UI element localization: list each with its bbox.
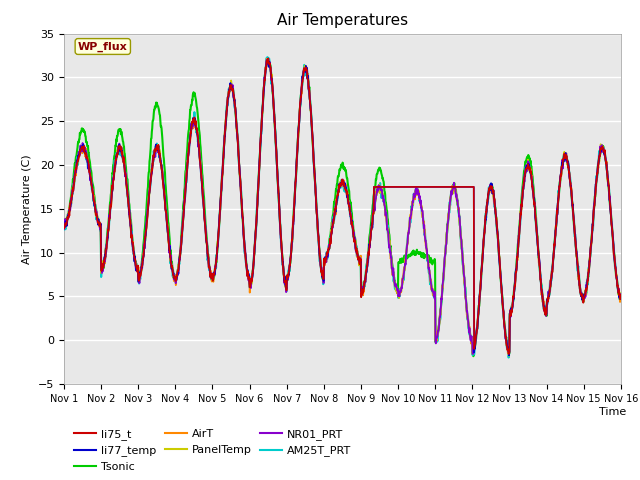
- Tsonic: [470, 353, 477, 359]
- PanelTemp: [552, 232, 559, 238]
- AirT: [429, 292, 437, 298]
- NR01_PRT: [429, 289, 437, 295]
- li75_t: [502, 334, 509, 340]
- li77_temp: [552, 228, 559, 233]
- PanelTemp: [264, 56, 272, 62]
- AirT: [246, 284, 254, 290]
- Tsonic: [617, 295, 625, 300]
- Line: NR01_PRT: NR01_PRT: [64, 59, 621, 354]
- li75_t: [264, 55, 272, 61]
- AirT: [184, 159, 191, 165]
- Tsonic: [170, 277, 178, 283]
- li75_t: [552, 232, 559, 238]
- AM25T_PRT: [60, 227, 68, 232]
- AM25T_PRT: [617, 294, 625, 300]
- AirT: [170, 274, 178, 279]
- li77_temp: [264, 57, 271, 62]
- PanelTemp: [617, 291, 625, 297]
- Tsonic: [502, 334, 510, 340]
- li75_t: [505, 351, 513, 357]
- Tsonic: [184, 136, 191, 142]
- NR01_PRT: [469, 351, 477, 357]
- PanelTemp: [505, 353, 513, 359]
- Line: PanelTemp: PanelTemp: [64, 59, 621, 356]
- li77_temp: [60, 223, 68, 228]
- PanelTemp: [170, 274, 178, 280]
- NR01_PRT: [246, 284, 254, 290]
- Tsonic: [429, 259, 437, 265]
- NR01_PRT: [184, 155, 191, 161]
- li75_t: [60, 224, 68, 229]
- Y-axis label: Air Temperature (C): Air Temperature (C): [22, 154, 33, 264]
- Line: Tsonic: Tsonic: [64, 60, 621, 356]
- li75_t: [617, 293, 625, 299]
- li75_t: [246, 284, 254, 290]
- NR01_PRT: [60, 226, 68, 232]
- li77_temp: [429, 184, 437, 190]
- li75_t: [170, 276, 178, 281]
- Text: Time: Time: [599, 407, 627, 417]
- AirT: [505, 351, 513, 357]
- AM25T_PRT: [505, 355, 513, 360]
- Tsonic: [246, 284, 254, 290]
- Line: li77_temp: li77_temp: [64, 60, 621, 356]
- NR01_PRT: [502, 339, 510, 345]
- PanelTemp: [60, 224, 68, 230]
- AirT: [263, 56, 271, 62]
- li75_t: [429, 184, 437, 190]
- li77_temp: [184, 158, 191, 164]
- li77_temp: [617, 293, 625, 299]
- PanelTemp: [429, 289, 437, 295]
- AM25T_PRT: [429, 292, 437, 298]
- NR01_PRT: [170, 274, 178, 279]
- Legend: li75_t, li77_temp, Tsonic, AirT, PanelTemp, NR01_PRT, AM25T_PRT: li75_t, li77_temp, Tsonic, AirT, PanelTe…: [70, 425, 356, 477]
- Line: li75_t: li75_t: [64, 58, 621, 354]
- AirT: [60, 224, 68, 229]
- AM25T_PRT: [170, 271, 178, 277]
- li77_temp: [170, 275, 178, 281]
- li77_temp: [246, 282, 254, 288]
- Title: Air Temperatures: Air Temperatures: [277, 13, 408, 28]
- NR01_PRT: [617, 292, 625, 298]
- NR01_PRT: [552, 233, 559, 239]
- PanelTemp: [184, 160, 191, 166]
- Text: WP_flux: WP_flux: [78, 41, 127, 52]
- li75_t: [184, 159, 191, 165]
- NR01_PRT: [264, 56, 272, 62]
- AirT: [617, 292, 625, 298]
- Tsonic: [552, 231, 559, 237]
- AM25T_PRT: [264, 54, 271, 60]
- li77_temp: [502, 336, 509, 342]
- Line: AirT: AirT: [64, 59, 621, 354]
- AM25T_PRT: [184, 156, 191, 162]
- PanelTemp: [502, 338, 509, 344]
- li77_temp: [505, 353, 513, 359]
- Tsonic: [264, 57, 271, 62]
- AM25T_PRT: [246, 282, 254, 288]
- AirT: [552, 232, 559, 238]
- AirT: [502, 335, 509, 341]
- Line: AM25T_PRT: AM25T_PRT: [64, 57, 621, 358]
- PanelTemp: [246, 284, 254, 290]
- AM25T_PRT: [502, 336, 509, 342]
- Tsonic: [60, 225, 68, 230]
- AM25T_PRT: [552, 234, 559, 240]
